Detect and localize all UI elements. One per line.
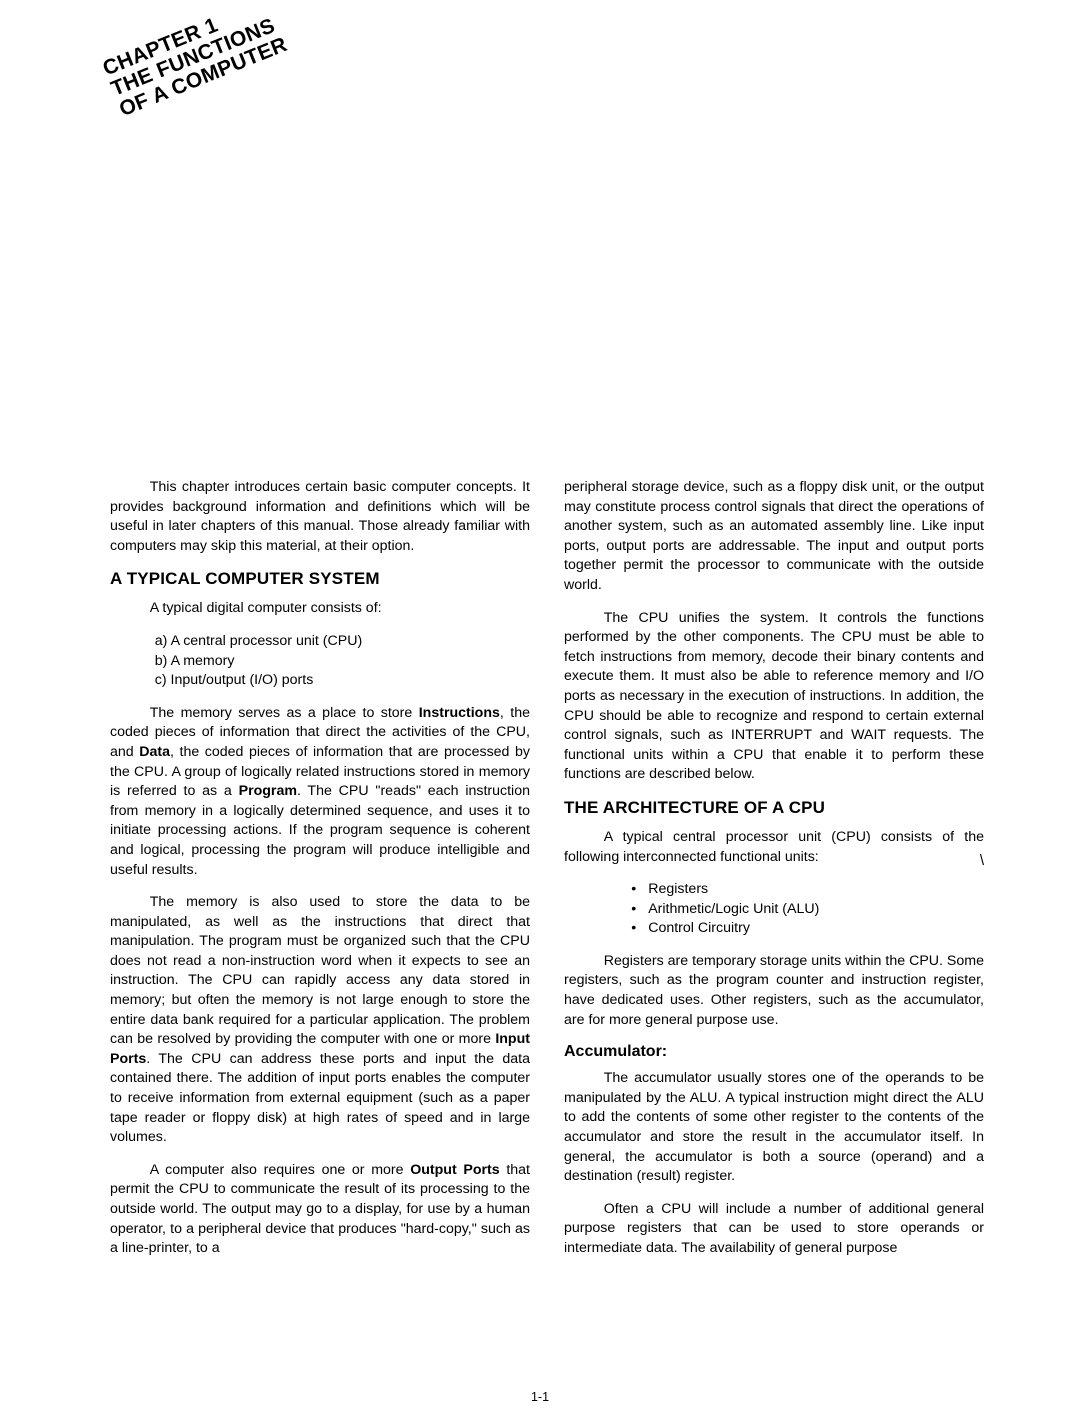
cpu-consists-paragraph: A typical central processor unit (CPU) c… <box>564 828 984 867</box>
bold-program: Program <box>239 783 297 799</box>
subheading-accumulator: Accumulator: <box>564 1043 984 1061</box>
bold-data: Data <box>139 744 170 760</box>
left-column: This chapter introduces certain basic co… <box>110 478 530 1366</box>
intro-paragraph: This chapter introduces certain basic co… <box>110 478 530 556</box>
section-heading-architecture: THE ARCHITECTURE OF A CPU <box>564 798 984 818</box>
two-column-layout: This chapter introduces certain basic co… <box>110 478 984 1366</box>
registers-paragraph: Registers are temporary storage units wi… <box>564 952 984 1030</box>
cpu-unifies-paragraph: The CPU unifies the system. It controls … <box>564 609 984 785</box>
memory-paragraph: The memory serves as a place to store In… <box>110 704 530 880</box>
chapter-heading: CHAPTER 1 THE FUNCTIONS OF A COMPUTER <box>100 0 291 121</box>
typical-consists-paragraph: A typical digital computer consists of: <box>110 599 530 619</box>
page-number: 1-1 <box>0 1390 1080 1404</box>
input-ports-paragraph: The memory is also used to store the dat… <box>110 893 530 1148</box>
stray-backslash-mark: \ <box>980 852 984 869</box>
list-item: a) A central processor unit (CPU) <box>155 632 530 652</box>
component-list: a) A central processor unit (CPU) b) A m… <box>155 632 530 691</box>
peripheral-paragraph: peripheral storage device, such as a flo… <box>564 478 984 596</box>
bold-output-ports: Output Ports <box>410 1162 499 1178</box>
list-item: c) Input/output (I/O) ports <box>155 671 530 691</box>
page: CHAPTER 1 THE FUNCTIONS OF A COMPUTER Th… <box>0 0 1080 1426</box>
list-item: Registers <box>631 880 984 900</box>
output-ports-paragraph: A computer also requires one or more Out… <box>110 1161 530 1259</box>
functional-units-list: Registers Arithmetic/Logic Unit (ALU) Co… <box>631 880 984 939</box>
section-heading-typical-system: A TYPICAL COMPUTER SYSTEM <box>110 569 530 589</box>
accumulator-paragraph: The accumulator usually stores one of th… <box>564 1069 984 1187</box>
list-item: Arithmetic/Logic Unit (ALU) <box>631 900 984 920</box>
list-item: b) A memory <box>155 652 530 672</box>
bold-instructions: Instructions <box>419 705 500 721</box>
right-column: peripheral storage device, such as a flo… <box>564 478 984 1366</box>
list-item: Control Circuitry <box>631 919 984 939</box>
general-purpose-paragraph: Often a CPU will include a number of add… <box>564 1200 984 1259</box>
